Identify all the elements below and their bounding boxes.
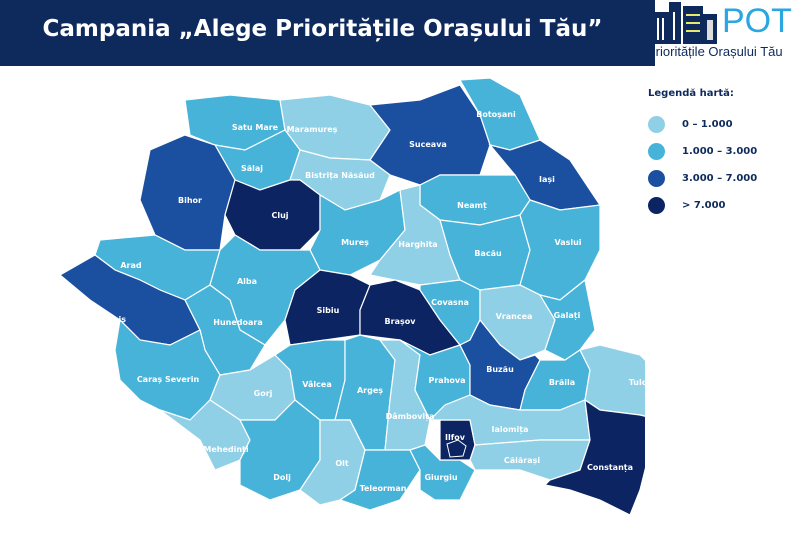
county-label: Alba xyxy=(237,277,257,286)
county-label: Vâlcea xyxy=(302,380,331,389)
legend-swatch xyxy=(648,143,665,160)
county-label: Suceava xyxy=(409,140,447,149)
county-label: Botoșani xyxy=(476,110,516,120)
legend-title: Legendă hartă: xyxy=(648,88,734,99)
county-label: Satu Mare xyxy=(232,123,279,132)
county-teleorman[interactable] xyxy=(338,449,421,511)
logo-skyline-icon xyxy=(645,0,800,66)
county-label: Arad xyxy=(120,261,142,270)
county-label: Buzău xyxy=(486,365,514,374)
county-vaslui[interactable] xyxy=(519,199,601,301)
logo-subtitle: Prioritățile Orașului Tău xyxy=(647,44,783,59)
legend-swatch xyxy=(648,170,665,187)
county-label: Sibiu xyxy=(317,306,340,315)
county-label: Argeș xyxy=(357,386,383,396)
legend-label: 3.000 – 7.000 xyxy=(682,173,758,184)
county-label: Bacău xyxy=(474,249,502,258)
bucharest-outline xyxy=(446,439,467,458)
legend-label: 1.000 – 3.000 xyxy=(682,146,758,157)
county-calarasi[interactable] xyxy=(469,439,591,481)
county-label: Maramureș xyxy=(287,125,338,135)
county-constanta[interactable] xyxy=(543,398,645,516)
map-legend: Legendă hartă: 0 – 1.000 1.000 – 3.000 3… xyxy=(648,88,757,219)
county-label: Tulcea xyxy=(629,378,645,387)
legend-swatch xyxy=(648,116,665,133)
logo-text: POT xyxy=(722,2,792,40)
county-label: Brăila xyxy=(549,378,575,387)
legend-label: 0 – 1.000 xyxy=(682,119,733,130)
header-bar xyxy=(0,0,645,66)
county-label: Galați xyxy=(554,311,581,321)
county-label: Neamț xyxy=(457,201,487,211)
county-label: Vrancea xyxy=(496,312,533,321)
county-label: Iași xyxy=(539,175,555,185)
county-label: Prahova xyxy=(428,376,465,385)
legend-item: > 7.000 xyxy=(648,192,757,219)
county-label: Harghita xyxy=(398,240,437,249)
romania-county-map: Satu Mare Maramureș Botoșani Suceava Sălaj Bi… xyxy=(58,77,645,516)
county-label: Timiș xyxy=(102,315,126,325)
page-title: Campania „Alege Prioritățile Orașului Tă… xyxy=(42,16,603,42)
legend-item: 0 – 1.000 xyxy=(648,111,757,138)
county-label: Brașov xyxy=(385,317,417,327)
county-label: Bistrița Năsăud xyxy=(305,171,375,181)
county-label: Dâmbovița xyxy=(386,412,435,422)
county-label: Cluj xyxy=(271,211,288,220)
county-giurgiu[interactable] xyxy=(409,444,476,501)
county-label: Hunedoara xyxy=(213,318,262,327)
county-label: Dolj xyxy=(273,473,291,482)
county-label: Bihor xyxy=(178,196,202,205)
county-label: Giurgiu xyxy=(424,473,457,482)
county-label: Constanța xyxy=(587,463,633,473)
legend-swatch xyxy=(648,197,665,214)
legend-label: > 7.000 xyxy=(682,200,726,211)
county-bihor[interactable] xyxy=(139,134,236,251)
county-label: Ilfov xyxy=(445,433,466,442)
county-label: Călărași xyxy=(504,456,541,466)
county-label: Teleorman xyxy=(360,484,407,493)
county-label: Covasna xyxy=(431,298,469,307)
county-label: Olt xyxy=(335,459,349,468)
legend-item: 1.000 – 3.000 xyxy=(648,138,757,165)
county-label: Ialomița xyxy=(492,425,529,435)
county-label: Mehedinți xyxy=(203,445,248,455)
county-label: Mureș xyxy=(341,238,369,248)
legend-item: 3.000 – 7.000 xyxy=(648,165,757,192)
county-label: Vaslui xyxy=(554,238,581,247)
county-tulcea[interactable] xyxy=(579,344,645,420)
county-label: Sălaj xyxy=(241,164,263,173)
county-label: Gorj xyxy=(254,389,273,398)
county-label: Caraș Severin xyxy=(137,375,200,385)
